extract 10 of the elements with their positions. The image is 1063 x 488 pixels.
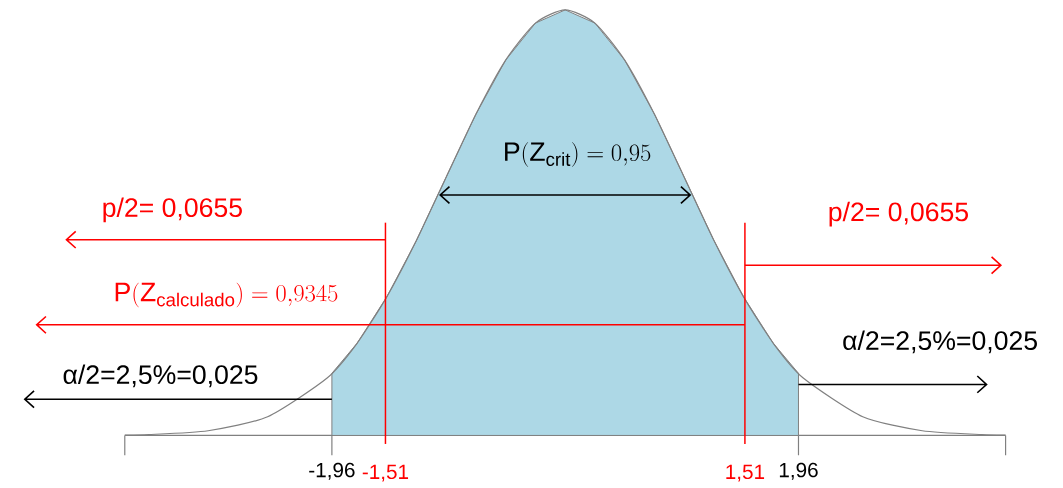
ref-line-label: 1,51 — [726, 464, 765, 482]
annotation: $\mathrm{P}(\mathrm{Z}_{\mathrm{crit}})=0{,}95$ — [505, 142, 651, 167]
x-tick-label: 1,96 — [779, 462, 818, 480]
annotation: α/2=2,5%=0,025 — [843, 330, 1037, 354]
annotation: α/2=2,5%=0,025 — [63, 364, 258, 388]
annotation: p/2= 0,0655 — [829, 201, 968, 227]
annotation: p/2= 0,0655 — [103, 197, 242, 223]
annotation: $\mathrm{P}(\mathrm{Z}_{\mathrm{calculado}})=0{,}9345$ — [115, 282, 338, 308]
ref-line-label: -1,51 — [362, 464, 409, 482]
x-tick-label: -1,96 — [309, 462, 355, 480]
